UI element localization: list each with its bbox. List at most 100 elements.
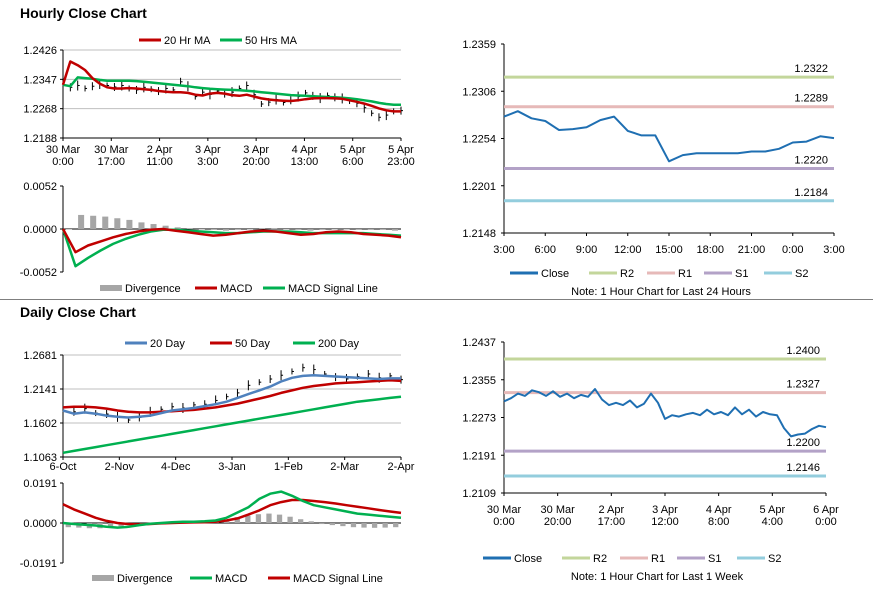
y-tick-label: 1.2148 [462,228,496,240]
y-tick-label: 1.1602 [23,418,57,430]
divergence-bar [222,229,229,231]
y-tick-label: 1.2191 [462,450,496,462]
x-tick-label: 6-Oct [50,461,77,473]
y-tick-label: 1.2681 [23,350,57,362]
legend-close-label: Close [541,268,569,280]
x-tick-label: 3 Apr 3:00 [195,144,221,168]
x-tick-label: 0:00 [782,244,803,256]
divergence-bar [340,523,346,527]
y-tick-label: 1.2426 [23,45,57,57]
divergence-bar [382,523,388,528]
level-s1-label: 1.2220 [794,155,828,167]
chart-note: Note: 1 Hour Chart for Last 1 Week [571,571,744,583]
divergence-bar [307,229,314,231]
divergence-bar [298,519,304,523]
legend-50hr-ma-label: 50 Hrs MA [245,35,298,47]
y-tick-label: -0.0052 [20,267,57,279]
series-50hr-ma [62,76,401,106]
x-tick-label: 3 Apr 20:00 [242,144,270,168]
level-s2-label: 1.2146 [786,462,820,474]
level-r2-label: 1.2322 [794,63,828,75]
divergence-bar [78,214,85,229]
legend-r1-label: R1 [678,268,692,280]
legend-s1-label: S1 [708,553,721,565]
legend-divergence-label: Divergence [117,573,173,585]
divergence-bar [138,222,145,229]
x-tick-label: 12:00 [614,244,642,256]
legend-divergence-label: Divergence [125,283,181,295]
y-tick-label: -0.0191 [20,558,57,570]
x-tick-label: 15:00 [655,244,683,256]
y-tick-label: 0.0052 [23,181,57,193]
divergence-bar [126,219,133,229]
divergence-bar [361,523,367,528]
x-tick-label: 2 Apr 11:00 [146,144,173,168]
divergence-bar [350,523,357,528]
x-tick-label: 18:00 [696,244,724,256]
y-tick-label: 1.2141 [23,384,57,396]
x-tick-label: 5 Apr 6:00 [340,144,366,168]
x-tick-label: 5 Apr 23:00 [387,144,415,168]
y-tick-label: 0.0191 [23,478,57,490]
level-s1-label: 1.2200 [786,437,820,449]
divergence-bar [102,216,109,229]
divergence-bar [295,229,302,230]
y-tick-label: 1.2254 [462,134,496,146]
y-tick-label: 1.2347 [23,74,57,86]
divergence-bar [319,523,325,525]
y-tick-label: 1.1063 [23,452,57,464]
x-tick-label: 2-Apr [388,461,415,473]
x-tick-label: 6 Apr 0:00 [813,504,839,528]
divergence-bar [235,229,242,230]
y-tick-label: 1.2201 [462,181,496,193]
x-tick-label: 2-Mar [330,461,359,473]
series-20hr-ma [61,60,401,113]
divergence-bar [65,523,71,528]
divergence-bar [245,515,251,523]
series-200-day [62,395,402,455]
legend-50-day-label: 50 Day [235,338,270,350]
divergence-bar [276,514,283,523]
section-divider [0,299,873,300]
x-tick-label: 30 Mar 17:00 [94,144,129,168]
legend-macd-signal-label: MACD Signal Line [288,283,378,295]
divergence-bar [234,517,240,523]
x-tick-label: 21:00 [738,244,766,256]
y-tick-label: 1.2109 [462,488,496,500]
daily-price-bars [62,363,403,423]
legend-s2-label: S2 [795,268,808,280]
x-tick-label: 4 Apr 8:00 [706,504,732,528]
legend-r1-label: R1 [651,553,665,565]
x-tick-label: 3 Apr 12:00 [651,504,679,528]
y-tick-label: 0.0000 [23,224,57,236]
divergence-bar [329,523,335,526]
chart-note: Note: 1 Hour Chart for Last 24 Hours [571,286,751,298]
divergence-bar [186,228,193,229]
x-tick-label: 3:00 [493,244,514,256]
legend-s1-label: S1 [735,268,748,280]
y-tick-label: 1.2306 [462,86,496,98]
level-s2-label: 1.2184 [794,187,828,199]
legend-close-label: Close [514,553,542,565]
legend-20-day-label: 20 Day [150,338,185,350]
legend-s2-label: S2 [768,553,781,565]
series-macd [61,227,402,254]
divergence-bar [107,523,114,528]
legend-macd-label: MACD [220,283,252,295]
legend-macd-signal-label: MACD Signal Line [293,573,383,585]
x-tick-label: 5 Apr 4:00 [759,504,785,528]
x-tick-label: 4-Dec [161,461,191,473]
divergence-bar [355,229,362,230]
y-tick-label: 1.2359 [462,39,496,51]
y-tick-label: 1.2437 [462,337,496,349]
divergence-bar [367,229,374,230]
divergence-bar [266,513,272,523]
x-tick-label: 3-Jan [218,461,246,473]
divergence-bar [379,229,386,230]
series-macd [62,490,402,529]
divergence-bar [210,229,217,230]
x-tick-label: 6:00 [535,244,556,256]
legend-20hr-ma-label: 20 Hr MA [164,35,211,47]
series-macd-signal [62,498,402,526]
